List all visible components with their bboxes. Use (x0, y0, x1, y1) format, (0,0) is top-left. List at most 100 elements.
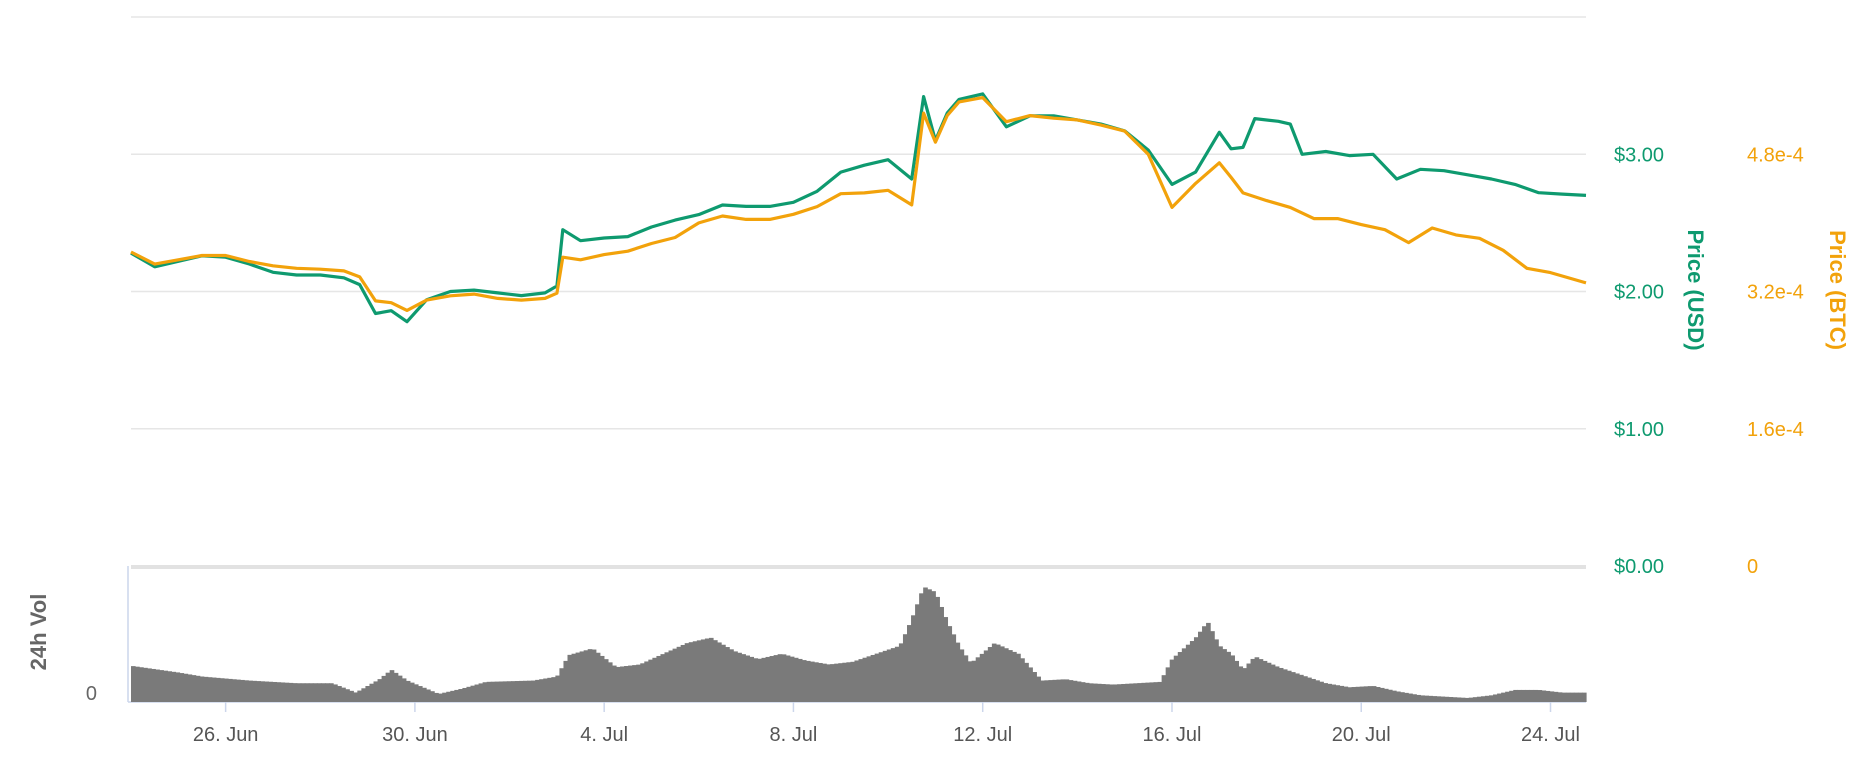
volume-bar (1145, 682, 1151, 702)
volume-bar (999, 646, 1005, 702)
volume-bar (531, 680, 536, 702)
volume-bar (757, 658, 763, 702)
volume-bar (733, 651, 738, 702)
volume-bar (1222, 649, 1227, 702)
volume-bar (292, 683, 298, 702)
volume-bar (1004, 648, 1009, 702)
volume-bar (1290, 672, 1296, 702)
volume-bar (1153, 682, 1159, 702)
volume-bar (810, 661, 815, 702)
volume-bar (866, 656, 872, 702)
volume-bar (514, 681, 520, 702)
volume-bar (805, 660, 811, 702)
volume-bar (1339, 685, 1345, 702)
volume-bar (729, 649, 734, 702)
volume-bar (668, 650, 674, 702)
volume-bar (308, 683, 314, 702)
volume-bar (1060, 679, 1066, 702)
volume-bar (995, 644, 1001, 702)
volume-bar (797, 658, 803, 702)
volume-bar (510, 681, 516, 702)
volume-bar (943, 617, 949, 702)
volume-bar (1242, 668, 1248, 702)
volume-bar (1117, 684, 1122, 702)
volume-bar (1428, 695, 1434, 702)
volume-bar (1282, 669, 1288, 702)
volume-bar (967, 661, 973, 702)
btc-axis-ticks: 0 1.6e-4 3.2e-4 4.8e-4 (1747, 144, 1804, 578)
volume-bar (571, 653, 577, 702)
volume-bar (898, 643, 904, 702)
volume-bar (587, 649, 593, 702)
volume-bar (640, 663, 645, 702)
btc-tick-label: 4.8e-4 (1747, 144, 1804, 166)
volume-bar (462, 687, 468, 702)
volume-bar (777, 654, 783, 702)
volume-bar (915, 604, 920, 702)
volume-bar (1400, 692, 1405, 702)
volume-bar (696, 640, 702, 702)
volume-bar (337, 686, 342, 702)
volume-bar (717, 642, 722, 702)
volume-bar (1537, 690, 1543, 702)
volume-bar (543, 678, 548, 702)
volume-bar (575, 652, 581, 702)
volume-bar (248, 680, 253, 702)
volume-bar (842, 662, 847, 702)
volume-bar (919, 593, 924, 702)
volume-bar (830, 664, 835, 702)
volume-bar (458, 689, 464, 702)
volume-bar (316, 683, 322, 702)
volume-bar (1472, 697, 1478, 702)
volume-bar (1024, 662, 1029, 702)
volume-bar (256, 681, 261, 702)
volume-bar (151, 668, 156, 702)
usd-price-line (130, 92, 1587, 324)
volume-bar (737, 652, 742, 702)
volume-bar (131, 666, 136, 702)
volume-bar (818, 662, 823, 702)
volume-bar (304, 683, 310, 702)
volume-bar (1553, 691, 1559, 702)
volume-bar (171, 671, 177, 702)
usd-axis-ticks: $0.00 $1.00 $2.00 $3.00 (1614, 144, 1664, 578)
volume-bar (1489, 695, 1494, 702)
volume-bar (1157, 681, 1163, 702)
volume-bar (951, 634, 957, 702)
volume-bar (1214, 639, 1219, 702)
volume-bar (1420, 695, 1425, 702)
volume-bar (1581, 692, 1587, 702)
volume-bar (1480, 696, 1486, 702)
volume-bar (1101, 684, 1106, 702)
volume-bar (644, 661, 649, 702)
volume-bar (963, 655, 969, 702)
volume-bar (244, 680, 249, 702)
volume-bar (539, 679, 544, 702)
volume-bar (1286, 670, 1292, 702)
volume-bar (1323, 683, 1328, 702)
volume-bar (607, 662, 613, 702)
volume-bar (1460, 697, 1466, 702)
volume-bar (228, 678, 233, 702)
volume-bar (620, 666, 625, 702)
volume-bar (801, 660, 807, 702)
volume-bar (1497, 693, 1502, 702)
volume-bar (1278, 667, 1284, 702)
volume-bar (236, 679, 241, 702)
volume-bar (1246, 663, 1252, 702)
volume-bar (426, 689, 431, 702)
volume-bar (1161, 675, 1167, 702)
volume-bar (838, 663, 843, 702)
volume-bar (603, 659, 609, 702)
volume-bar (636, 664, 641, 702)
x-tick-label: 8. Jul (770, 724, 818, 746)
volume-bar (850, 661, 856, 702)
volume-bar (393, 672, 399, 702)
volume-bar (1509, 690, 1514, 702)
volume-bar (482, 682, 488, 702)
volume-bar (1129, 683, 1134, 702)
volume-bar (1020, 658, 1025, 702)
volume-bar (1012, 651, 1017, 702)
volume-bar (1335, 685, 1341, 702)
volume-bar (1379, 687, 1385, 702)
